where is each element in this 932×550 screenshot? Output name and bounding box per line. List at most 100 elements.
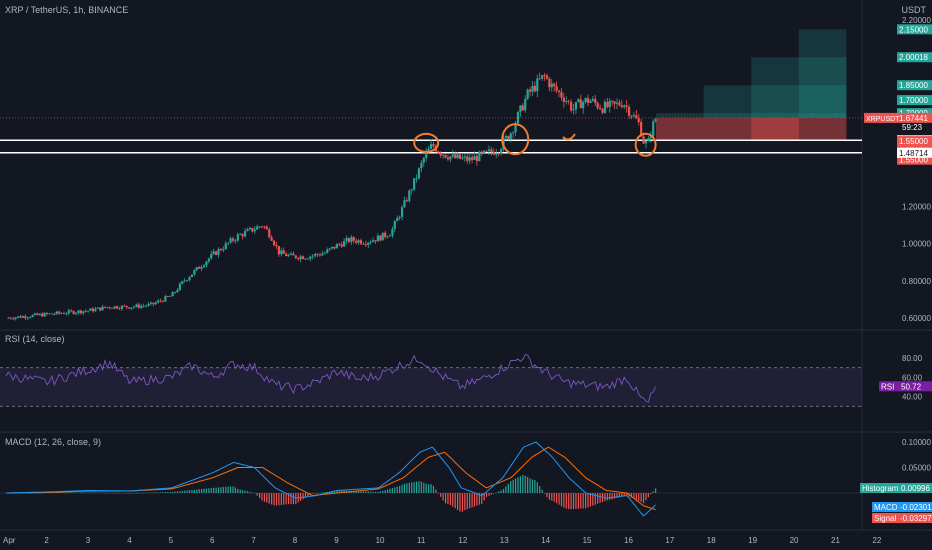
candle-body [287, 254, 290, 257]
macd-histogram-bar [379, 491, 381, 493]
candle-body [367, 242, 370, 245]
macd-histogram-bar [186, 490, 188, 493]
candle-body [490, 149, 493, 153]
candle-body [429, 144, 433, 149]
candle-body [627, 106, 631, 116]
candle-body [514, 123, 517, 133]
macd-histogram-bar [249, 491, 251, 493]
candle-body [442, 154, 445, 156]
candle-body [239, 234, 242, 236]
macd-histogram-bar [469, 493, 471, 509]
target-zone [703, 85, 847, 118]
candle-body [299, 256, 302, 260]
macd-histogram-bar [198, 489, 200, 493]
time-axis-tick: 3 [86, 536, 91, 545]
time-axis-tick: 19 [748, 536, 757, 545]
candle-body [620, 105, 623, 107]
candle-body [533, 85, 536, 92]
candle-body [128, 307, 131, 309]
macd-histogram-bar [495, 492, 497, 494]
time-axis-tick: 5 [169, 536, 174, 545]
price-badge-text: 2.00018 [899, 53, 928, 62]
macd-histogram-bar [493, 493, 495, 494]
candle-body [584, 98, 587, 102]
macd-histogram-bar [92, 492, 94, 494]
macd-histogram-bar [384, 490, 386, 493]
candle-body [178, 283, 181, 290]
candle-body [528, 89, 532, 92]
candle-body [215, 251, 218, 255]
target-zone [751, 57, 847, 118]
time-axis-tick: 9 [334, 536, 339, 545]
candle-body [190, 274, 194, 278]
candle-body [611, 100, 614, 102]
macd-histogram-bar [179, 491, 181, 493]
macd-histogram-bar [167, 492, 169, 493]
macd-histogram-bar [111, 492, 113, 494]
candle-body [142, 305, 145, 307]
candle-body [195, 267, 198, 271]
candle-body [294, 255, 297, 259]
candle-body [652, 121, 655, 137]
macd-histogram-bar [94, 492, 96, 494]
macd-histogram-bar [568, 493, 570, 510]
candle-body [193, 270, 196, 275]
macd-histogram-bar [420, 481, 422, 493]
symbol-title: XRP / TetherUS, 1h, BINANCE [5, 5, 129, 15]
macd-histogram-bar [353, 491, 355, 493]
macd-histogram-bar [242, 490, 244, 493]
candle-body [400, 207, 404, 218]
price-badge-p148 [897, 147, 932, 158]
macd-histogram-bar [512, 479, 514, 493]
candle-body [347, 238, 351, 242]
candle-body [125, 305, 128, 308]
candle-body [304, 258, 307, 260]
candle-body [186, 280, 189, 281]
macd-histogram-bar [635, 493, 637, 500]
macd-histogram-bar [440, 493, 442, 497]
macd-histogram-bar [505, 486, 507, 493]
time-axis-tick: 13 [500, 536, 509, 545]
macd-histogram-bar [406, 483, 408, 493]
candle-body [38, 313, 41, 315]
candle-body [560, 92, 563, 98]
macd-histogram-bar [399, 485, 401, 493]
macd-histogram-bar [536, 482, 538, 493]
macd-histogram-bar [116, 492, 118, 494]
macd-histogram-bar [606, 493, 608, 501]
candle-body [19, 316, 22, 318]
candle-body [557, 90, 561, 93]
macd-histogram-bar [360, 491, 362, 493]
price-axis-tick: 1.20000 [902, 202, 931, 211]
macd-histogram-bar [159, 492, 162, 493]
candle-body [618, 102, 621, 106]
price-axis-tick: 0.80000 [902, 277, 931, 286]
macd-histogram-bar [382, 490, 384, 493]
macd-title: MACD (12, 26, close, 9) [5, 437, 102, 447]
candle-body [70, 310, 73, 312]
candle-body [449, 156, 452, 160]
macd-histogram-bar [611, 493, 613, 500]
candle-body [408, 190, 411, 202]
candle-body [87, 310, 90, 312]
candle-body [120, 305, 124, 309]
macd-histogram-bar [437, 493, 439, 494]
macd-histogram-bar [229, 486, 232, 493]
macd-histogram-bar [217, 487, 220, 493]
candle-body [323, 252, 326, 254]
candle-body [644, 140, 648, 144]
candle-body [130, 307, 133, 309]
macd-histogram-bar [244, 490, 246, 493]
candle-body [574, 102, 578, 110]
macd-histogram-bar [307, 493, 309, 497]
macd-histogram-bar [53, 492, 55, 494]
candle-body [289, 253, 293, 255]
candle-body [642, 136, 645, 144]
time-axis-tick: 17 [665, 536, 674, 545]
price-badge-p155b [897, 136, 932, 147]
candle-body [243, 231, 247, 237]
candle-body [567, 101, 570, 103]
macd-histogram-bar [461, 493, 464, 512]
candle-body [285, 253, 288, 257]
